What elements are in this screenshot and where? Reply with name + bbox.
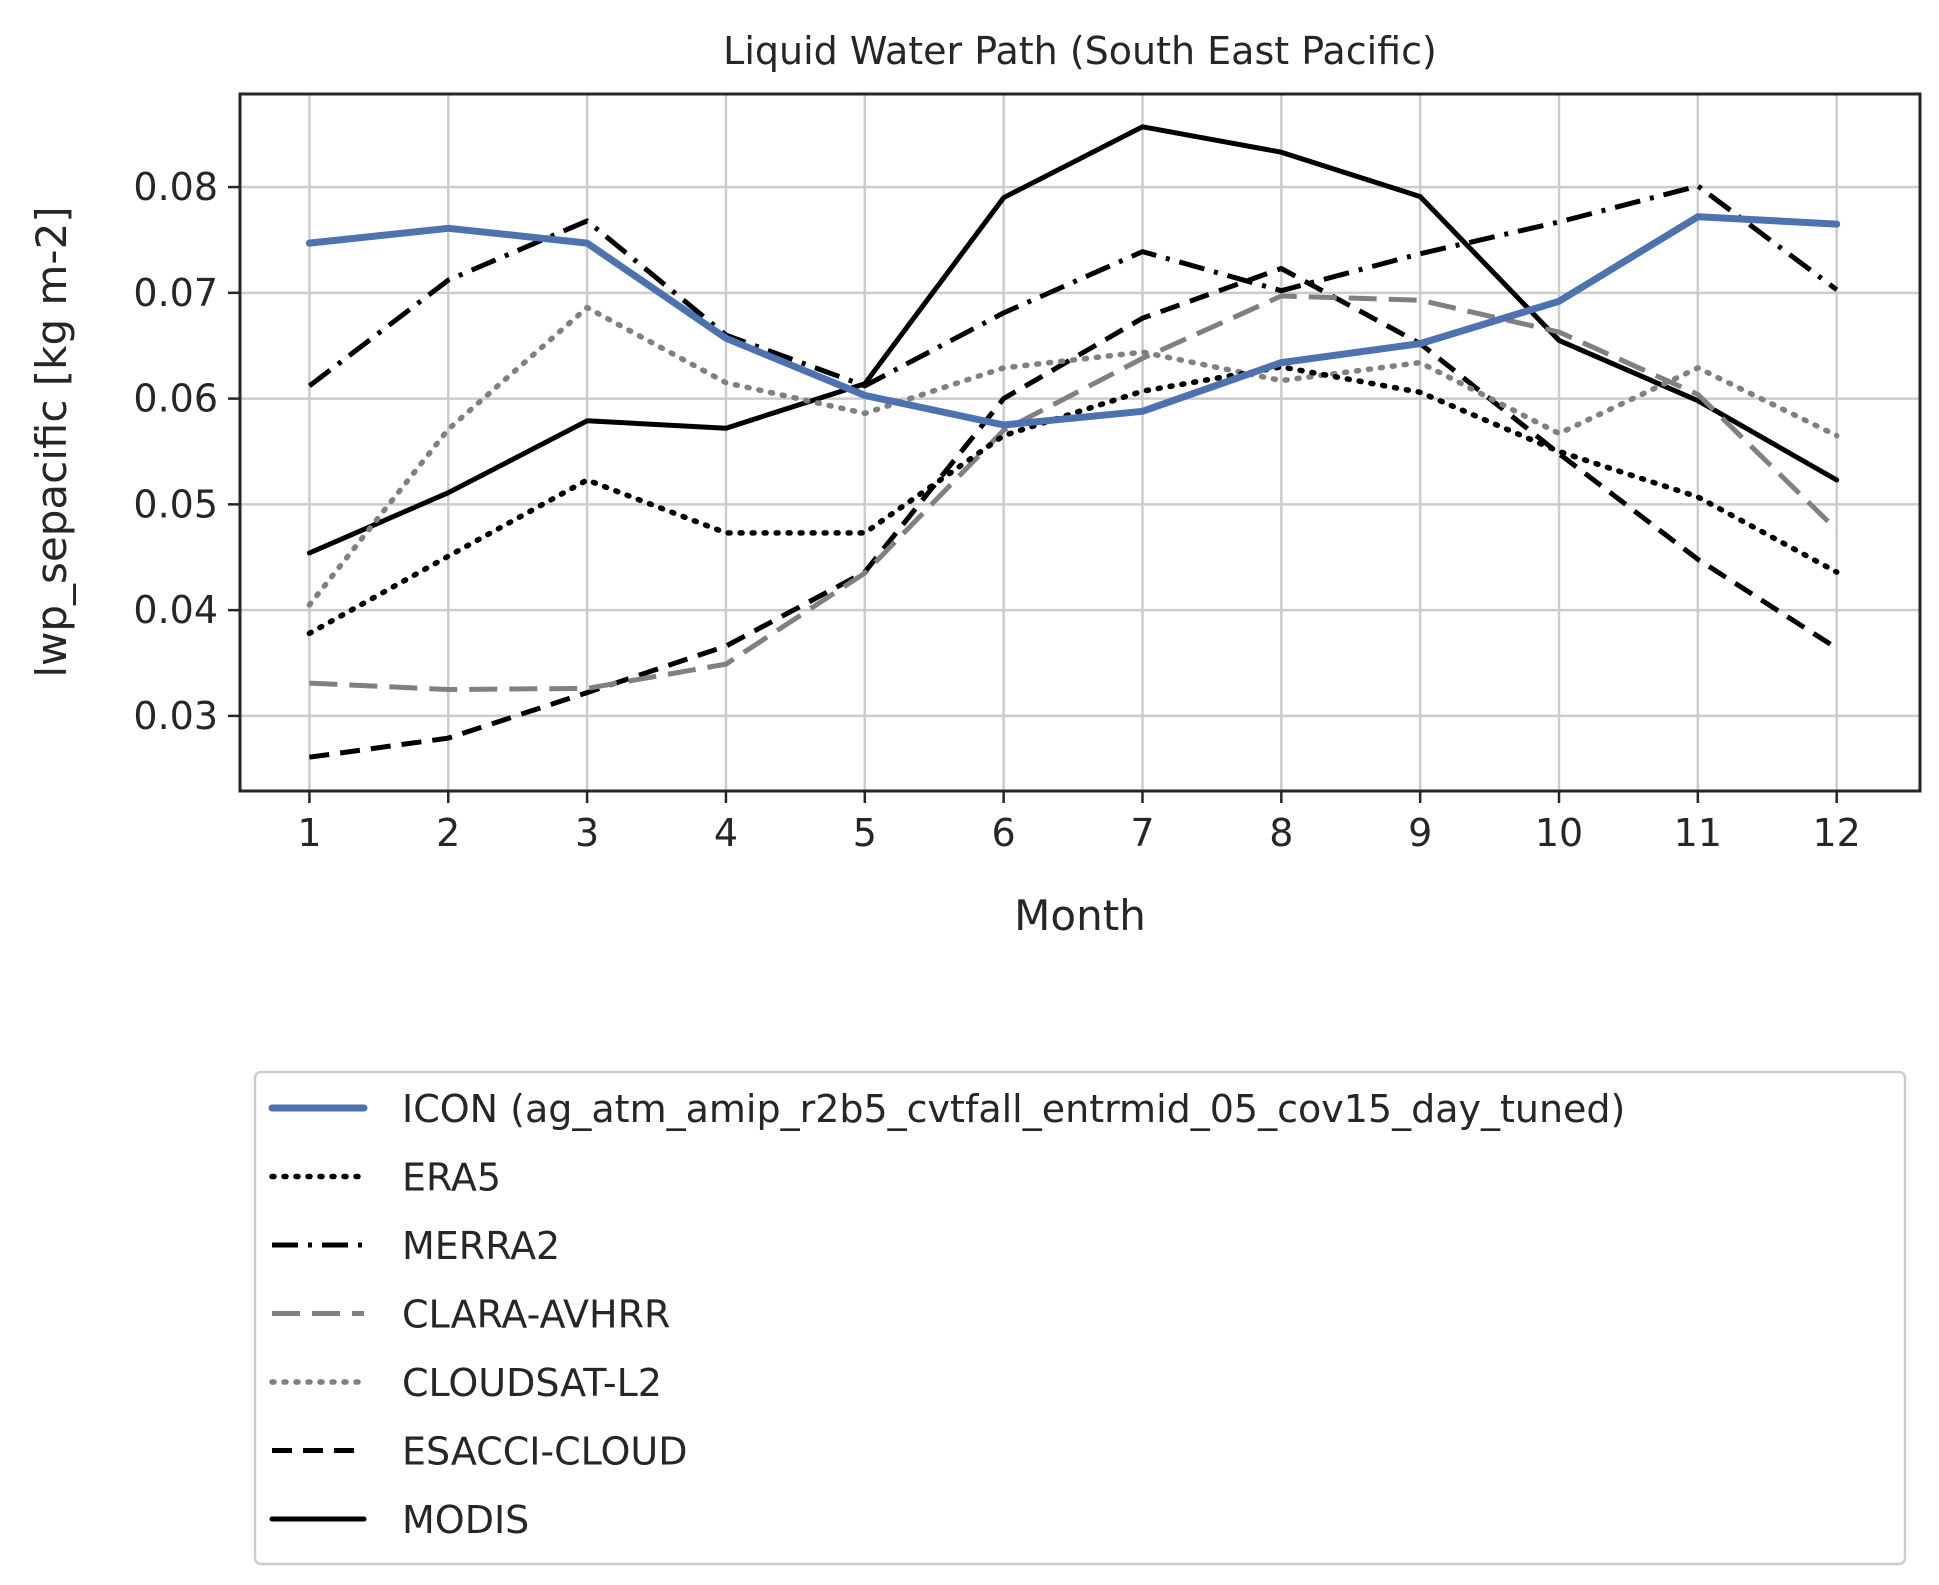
y-tick-label: 0.06 xyxy=(133,377,218,421)
x-tick-label: 7 xyxy=(1130,811,1154,855)
x-tick-label: 6 xyxy=(992,811,1016,855)
legend-label: MODIS xyxy=(402,1498,529,1542)
y-tick-label: 0.03 xyxy=(133,694,218,738)
y-axis: 0.03 0.04 0.05 0.06 0.07 0.08 xyxy=(133,165,240,738)
x-axis-label: Month xyxy=(1014,891,1146,940)
legend-label: CLOUDSAT-L2 xyxy=(402,1361,662,1405)
legend-label: ERA5 xyxy=(402,1156,501,1200)
legend-label: CLARA-AVHRR xyxy=(402,1293,670,1337)
x-tick-label: 10 xyxy=(1535,811,1583,855)
grid xyxy=(240,94,1920,791)
y-tick-label: 0.05 xyxy=(133,482,218,526)
series-line-cloudsat-l2 xyxy=(306,304,1840,608)
x-tick-label: 12 xyxy=(1813,811,1861,855)
y-tick-label: 0.04 xyxy=(133,588,218,632)
legend-frame xyxy=(253,1070,1907,1566)
series-line-clara-avhrr xyxy=(309,293,1839,692)
x-tick-label: 1 xyxy=(297,811,321,855)
x-tick-label: 8 xyxy=(1269,811,1293,855)
series-line-merra2 xyxy=(307,183,1839,389)
x-tick-label: 11 xyxy=(1674,811,1722,855)
y-tick-label: 0.08 xyxy=(133,165,218,209)
y-tick-label: 0.07 xyxy=(133,271,218,315)
x-tick-label: 9 xyxy=(1408,811,1432,855)
legend-label: MERRA2 xyxy=(402,1224,560,1268)
x-tick-label: 5 xyxy=(853,811,877,855)
series-line-modis xyxy=(306,124,1840,556)
y-axis-label: lwp_sepacific [kg m-2] xyxy=(27,206,76,677)
series-line-era5 xyxy=(306,364,1840,637)
legend-label: ICON (ag_atm_amip_r2b5_cvtfall_entrmid_0… xyxy=(402,1087,1625,1131)
plot-frame xyxy=(238,92,1922,793)
series-line-icon xyxy=(305,213,1841,429)
series-line-esacci-cloud xyxy=(309,266,1839,760)
x-tick-label: 3 xyxy=(575,811,599,855)
series-lines xyxy=(305,124,1841,760)
legend: ICON (ag_atm_amip_r2b5_cvtfall_entrmid_0… xyxy=(253,1070,1907,1566)
x-tick-label: 2 xyxy=(436,811,460,855)
x-axis: 1 2 3 4 5 6 7 8 9 10 11 12 xyxy=(297,791,1861,855)
x-tick-label: 4 xyxy=(714,811,738,855)
chart-title: Liquid Water Path (South East Pacific) xyxy=(723,29,1437,73)
legend-label: ESACCI-CLOUD xyxy=(402,1430,687,1474)
